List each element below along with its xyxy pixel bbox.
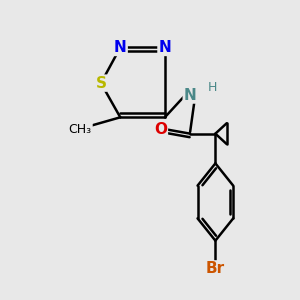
Text: N: N (114, 40, 127, 55)
Text: CH₃: CH₃ (69, 123, 92, 136)
Text: S: S (95, 76, 106, 91)
Text: O: O (154, 122, 167, 137)
Text: N: N (158, 40, 171, 55)
Text: H: H (208, 81, 217, 94)
Text: Br: Br (206, 261, 225, 276)
Text: N: N (184, 88, 196, 103)
